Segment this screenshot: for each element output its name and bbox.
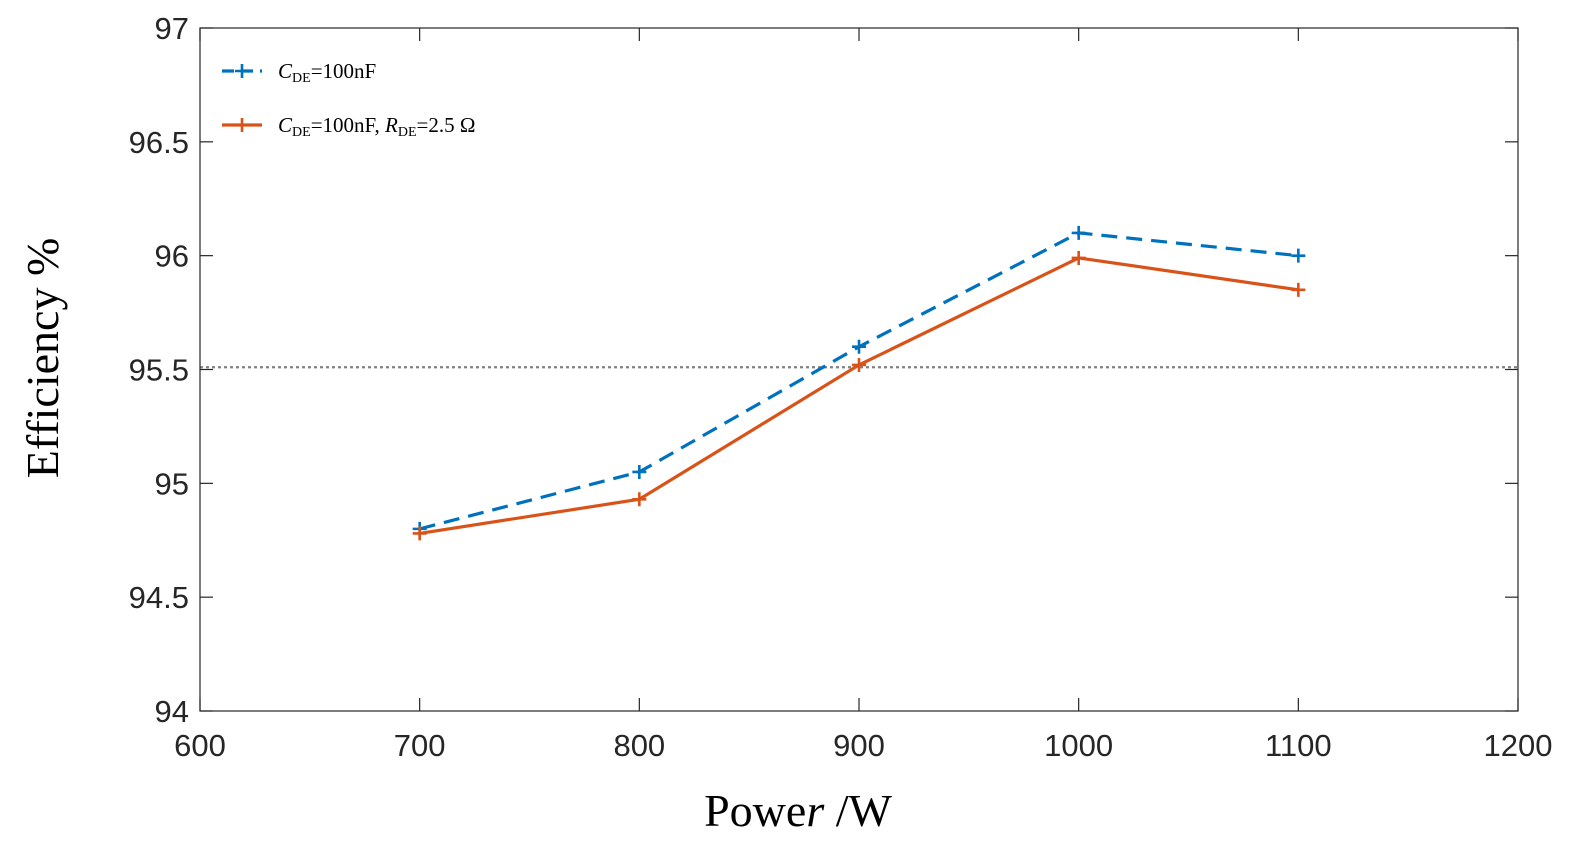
- legend-label-sub1: DE: [292, 125, 311, 140]
- data-point: [852, 339, 866, 354]
- x-tick-label: 1100: [1265, 728, 1332, 763]
- legend-label-sym2: R: [384, 113, 398, 137]
- x-axis-title-italic: r: [806, 785, 825, 836]
- legend-label-sub1: DE: [292, 71, 311, 86]
- legend-label-text1: =100nF,: [311, 113, 385, 137]
- legend-label-sub2: DE: [398, 125, 417, 140]
- x-tick-label: 900: [833, 728, 885, 763]
- legend-item: CDE=100nF: [222, 59, 376, 86]
- data-point: [1071, 225, 1086, 240]
- x-tick-label: 600: [174, 728, 226, 763]
- series-layer: [412, 225, 1306, 541]
- data-point: [1291, 282, 1306, 297]
- legend-marker: [235, 118, 249, 132]
- y-tick-label: 94.5: [129, 580, 189, 615]
- legend-label-text1: =100nF: [311, 59, 377, 83]
- x-axis-title-main: Powe: [704, 785, 806, 836]
- x-axis-title-unit: /W: [824, 785, 892, 836]
- data-point: [852, 357, 866, 372]
- legend-item: CDE=100nF, RDE=2.5 Ω: [222, 113, 475, 140]
- x-tick-label: 700: [394, 728, 446, 763]
- y-tick-label: 96.5: [129, 125, 189, 160]
- y-axis-title: Efficiency %: [17, 238, 68, 479]
- data-point: [1291, 248, 1306, 263]
- legend-label: CDE=100nF, RDE=2.5 Ω: [278, 113, 475, 140]
- legend-label: CDE=100nF: [278, 59, 376, 86]
- tick-layer: 600 700 800 900 1000 1100 1200 94 94.5 95 95.5 96 96…: [129, 11, 1553, 763]
- x-tick-label: 800: [613, 728, 665, 763]
- data-point: [632, 492, 647, 507]
- legend-label-sym1: C: [278, 59, 293, 83]
- y-tick-label: 95: [155, 466, 189, 501]
- legend-label-sym1: C: [278, 113, 293, 137]
- data-point: [632, 464, 647, 479]
- y-tick-label: 94: [155, 694, 189, 729]
- series-1: [412, 225, 1306, 536]
- legend-label-text2: =2.5 Ω: [417, 113, 476, 137]
- series-2: [412, 250, 1306, 541]
- legend-marker: [235, 64, 249, 78]
- data-point: [412, 526, 427, 541]
- x-axis-title: Power /W: [704, 785, 892, 836]
- y-tick-label: 97: [155, 11, 189, 46]
- y-tick-label: 95.5: [129, 353, 189, 388]
- y-tick-label: 96: [155, 239, 189, 274]
- x-tick-label: 1200: [1484, 728, 1553, 763]
- x-tick-label: 1000: [1044, 728, 1113, 763]
- data-point: [1071, 250, 1086, 265]
